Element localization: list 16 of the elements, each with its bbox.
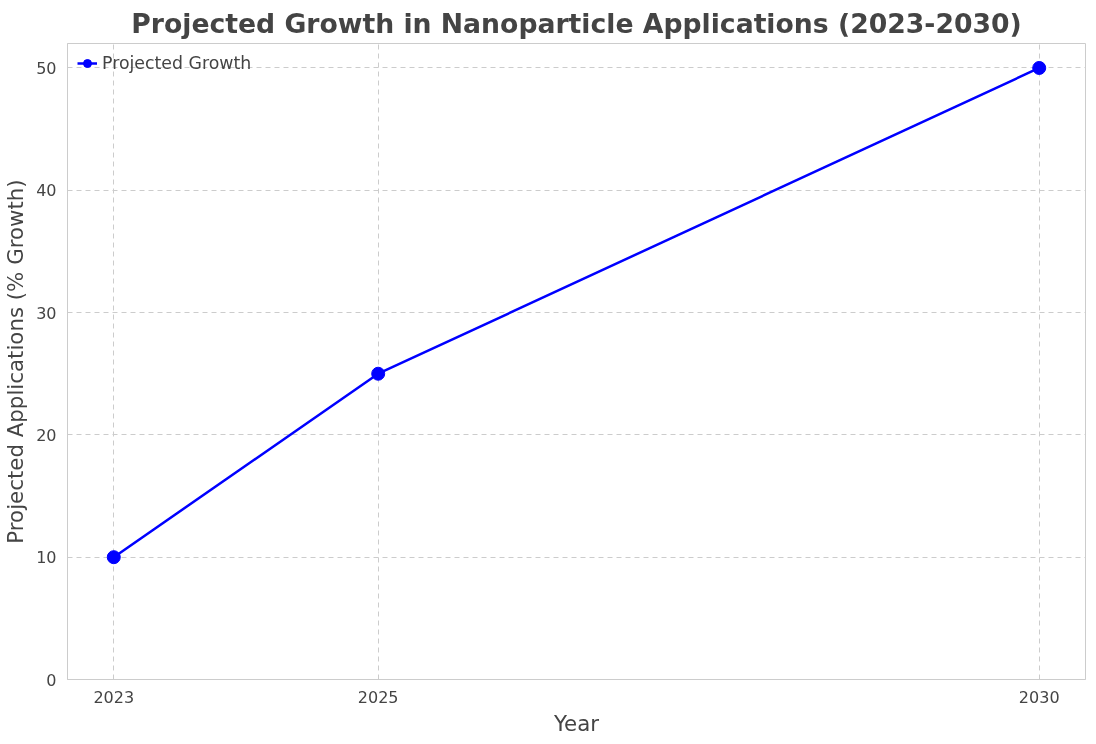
y-tick-label: 10 [36,548,57,568]
point [371,366,386,381]
x-tick-label: 2023 [93,687,135,707]
y-tick-label: 50 [36,58,57,78]
x-tick-label: 2030 [1018,687,1060,707]
chart-title: Projected Growth in Nanoparticle Applications (2023-2030) [131,7,1022,39]
y-axis-title: Projected Applications (% Growth) [3,179,29,544]
point [106,550,121,565]
y-tick-label: 30 [36,303,57,323]
y-tick-label: 40 [36,181,57,201]
x-axis-title: Year [552,710,600,736]
y-tick-label: 20 [36,425,57,445]
y-tick-label: 0 [46,670,57,690]
legend-label: Projected Growth [102,53,252,73]
x-tick-label: 2025 [357,687,399,707]
point [1032,60,1047,75]
